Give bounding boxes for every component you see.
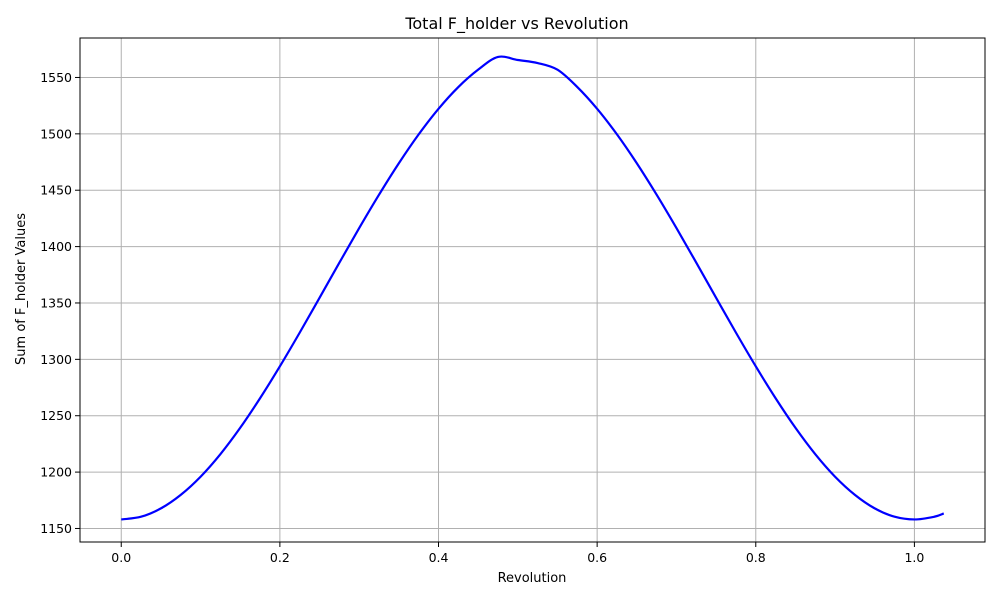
y-tick-label: 1550 [40,70,72,85]
chart-title: Total F_holder vs Revolution [404,14,628,34]
y-tick-label: 1450 [40,183,72,198]
x-tick-label: 0.2 [270,550,290,565]
y-tick-label: 1200 [40,465,72,480]
x-tick-label: 1.0 [904,550,924,565]
x-tick-label: 0.4 [429,550,449,565]
plot-frame [79,37,986,543]
series-layer [121,55,945,521]
x-tick-label: 0.0 [111,550,131,565]
y-tick-label: 1350 [40,295,72,310]
x-tick-label: 0.8 [746,550,766,565]
x-axis-label: Revolution [498,571,567,586]
y-tick-label: 1500 [40,126,72,141]
y-tick-label: 1250 [40,408,72,423]
y-tick-label: 1400 [40,239,72,254]
axis-ticks: 0.0 0.2 0.4 0.6 0.8 1.0 1150 1200 1250 1300 1350 14… [40,70,924,565]
grid-lines [80,38,985,542]
series-line [121,55,945,521]
y-axis-label: Sum of F_holder Values [14,213,29,365]
y-tick-label: 1300 [40,352,72,367]
x-tick-label: 0.6 [587,550,607,565]
y-tick-label: 1150 [40,521,72,536]
